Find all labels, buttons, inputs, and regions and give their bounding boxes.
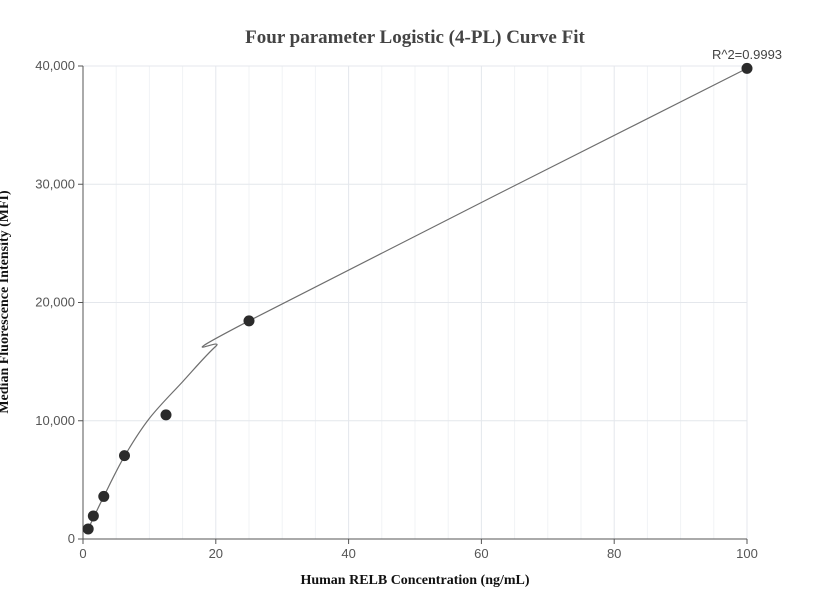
tick-labels: 0 20 40 60 80 100 0 10,000 20,000 30,000 40,000	[35, 58, 758, 561]
data-point[interactable]	[119, 450, 130, 462]
data-point[interactable]	[82, 523, 94, 535]
data-point[interactable]	[98, 490, 110, 502]
x-axis-label: Human RELB Concentration (ng/mL)	[300, 573, 529, 588]
y-tick-label: 40,000	[35, 58, 75, 73]
x-tick-label: 40	[341, 546, 355, 561]
y-tick-label: 20,000	[35, 295, 75, 310]
x-tick-label: 80	[607, 546, 621, 561]
data-points	[82, 62, 753, 535]
data-point[interactable]	[160, 409, 172, 421]
data-point[interactable]	[243, 315, 255, 327]
data-point[interactable]	[741, 62, 753, 74]
axes	[78, 65, 748, 544]
y-axis-label: Median Fluorescence Intensity (MFI)	[0, 190, 12, 414]
x-tick-label: 0	[79, 546, 86, 561]
x-tick-label: 20	[209, 546, 223, 561]
y-tick-label: 10,000	[35, 413, 75, 428]
r-squared-annotation: R^2=0.9993	[712, 47, 782, 62]
chart-title: Four parameter Logistic (4-PL) Curve Fit	[245, 27, 585, 48]
data-point[interactable]	[87, 510, 99, 522]
y-tick-label: 30,000	[35, 176, 75, 191]
grid	[83, 65, 748, 539]
fit-curve	[87, 67, 748, 530]
y-tick-label: 0	[68, 531, 75, 546]
x-tick-label: 60	[474, 546, 488, 561]
x-tick-label: 100	[736, 546, 758, 561]
